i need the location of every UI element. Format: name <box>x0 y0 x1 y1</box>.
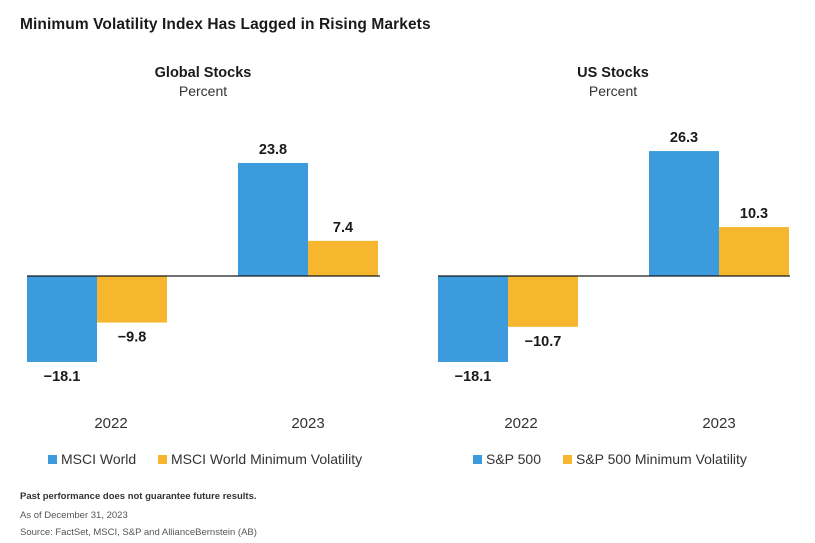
chart-2-bar <box>508 276 578 327</box>
chart-2-legend-swatch <box>563 455 572 464</box>
chart-1-legend-label: MSCI World <box>61 451 136 467</box>
chart-1-legend-swatch <box>158 455 167 464</box>
chart-2-bar <box>649 151 719 276</box>
chart-1-category-label: 2023 <box>291 415 324 432</box>
chart-1-data-label: 7.4 <box>333 220 353 236</box>
chart-1-bar <box>97 276 167 323</box>
chart-2-bar <box>438 276 508 362</box>
chart-2-legend-swatch <box>473 455 482 464</box>
footnote-disclaimer: Past performance does not guarantee futu… <box>20 491 257 502</box>
chart-2-legend-label: S&P 500 Minimum Volatility <box>576 451 747 467</box>
chart-2-bar <box>719 227 789 276</box>
chart-2-title: US Stocks <box>577 65 649 81</box>
chart-1-data-label: 23.8 <box>259 142 287 158</box>
chart-1-data-label: −18.1 <box>44 369 81 385</box>
footnote-date: As of December 31, 2023 <box>20 510 128 521</box>
page-title: Minimum Volatility Index Has Lagged in R… <box>20 16 431 33</box>
chart-1-bar <box>27 276 97 362</box>
chart-1-category-label: 2022 <box>94 415 127 432</box>
chart-2-legend-label: S&P 500 <box>486 451 541 467</box>
chart-1-subtitle: Percent <box>179 83 227 99</box>
chart-1-bar <box>308 240 378 276</box>
chart-1-bar <box>238 162 308 276</box>
chart-2-category-label: 2022 <box>504 415 537 432</box>
chart-1-legend-label: MSCI World Minimum Volatility <box>171 451 362 467</box>
chart-1-title: Global Stocks <box>155 65 252 81</box>
chart-2-subtitle: Percent <box>589 83 637 99</box>
chart-2-data-label: −10.7 <box>525 334 562 350</box>
chart-2-category-label: 2023 <box>702 415 735 432</box>
chart-2-data-label: 10.3 <box>740 206 768 222</box>
chart-2-data-label: 26.3 <box>670 130 698 146</box>
footnote-source: Source: FactSet, MSCI, S&P and AllianceB… <box>20 527 257 538</box>
chart-2-data-label: −18.1 <box>455 369 492 385</box>
chart-1-legend-swatch <box>48 455 57 464</box>
chart-1-data-label: −9.8 <box>118 330 147 346</box>
